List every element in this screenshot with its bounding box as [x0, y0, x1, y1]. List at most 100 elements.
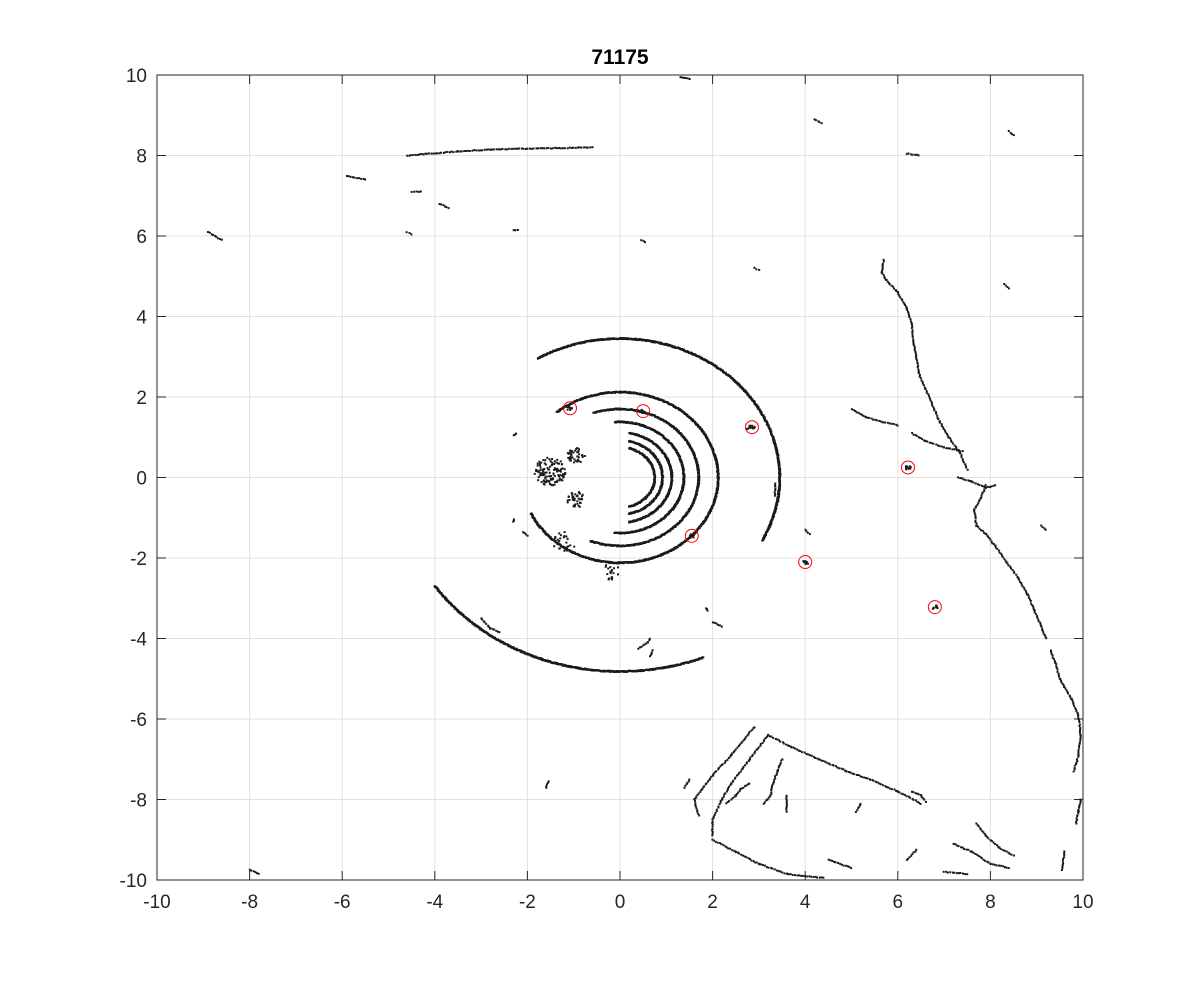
- point: [933, 409, 936, 412]
- point: [797, 749, 800, 752]
- point: [1012, 134, 1015, 137]
- point: [974, 482, 977, 485]
- point: [897, 293, 900, 296]
- point: [740, 742, 743, 745]
- point: [1055, 665, 1058, 668]
- point: [586, 146, 589, 149]
- point: [732, 751, 735, 754]
- point: [987, 535, 989, 538]
- point: [1027, 594, 1030, 597]
- point: [911, 334, 914, 337]
- point: [774, 737, 777, 740]
- point: [917, 371, 920, 374]
- point: [975, 522, 978, 525]
- point: [951, 448, 954, 451]
- point: [977, 525, 980, 528]
- point: [578, 146, 581, 149]
- point: [931, 404, 934, 406]
- point: [1039, 623, 1042, 626]
- point: [1025, 591, 1028, 594]
- point: [1078, 730, 1081, 733]
- point: [545, 147, 548, 150]
- point: [912, 340, 915, 343]
- point: [1077, 809, 1080, 811]
- point: [919, 376, 922, 379]
- point: [911, 153, 914, 156]
- point: [1071, 699, 1074, 702]
- point: [767, 424, 770, 427]
- point: [866, 416, 869, 419]
- point: [1076, 760, 1079, 762]
- point: [910, 153, 913, 156]
- point: [1073, 767, 1076, 770]
- point: [905, 305, 908, 308]
- point: [554, 146, 557, 149]
- point: [438, 203, 441, 206]
- point: [697, 792, 700, 795]
- point: [563, 147, 566, 150]
- point: [408, 154, 411, 157]
- point: [424, 152, 427, 155]
- point: [1037, 618, 1040, 621]
- grid-lines: [157, 75, 1083, 880]
- point: [662, 400, 665, 403]
- point: [870, 417, 873, 420]
- point: [529, 513, 532, 516]
- point: [1039, 621, 1042, 624]
- point: [1061, 682, 1064, 685]
- point: [436, 152, 439, 155]
- point: [654, 341, 656, 344]
- point: [1075, 817, 1078, 820]
- point: [208, 231, 211, 234]
- point: [697, 812, 700, 815]
- point: [1064, 687, 1067, 690]
- point: [467, 619, 470, 622]
- point: [649, 655, 651, 658]
- point: [875, 419, 878, 422]
- point: [985, 486, 987, 489]
- point: [576, 146, 579, 149]
- point: [930, 442, 933, 445]
- point: [708, 778, 711, 781]
- point: [1009, 132, 1012, 134]
- point: [479, 149, 482, 152]
- point: [962, 459, 964, 462]
- point: [973, 510, 976, 513]
- point: [406, 154, 409, 157]
- point: [512, 229, 515, 232]
- point: [881, 262, 884, 265]
- point: [1004, 284, 1007, 287]
- point: [555, 410, 558, 413]
- point: [1007, 564, 1010, 567]
- point: [1056, 670, 1059, 673]
- point: [696, 794, 699, 796]
- point: [921, 382, 924, 385]
- point: [781, 741, 784, 744]
- point: [933, 407, 936, 410]
- point: [493, 628, 496, 631]
- point: [683, 76, 686, 79]
- point: [742, 739, 745, 742]
- point: [965, 466, 968, 469]
- point: [1033, 609, 1036, 611]
- point: [901, 299, 904, 302]
- point: [495, 148, 498, 151]
- point: [1076, 712, 1079, 714]
- point: [655, 493, 658, 496]
- point: [415, 190, 418, 193]
- point: [1072, 701, 1075, 704]
- point: [959, 477, 962, 480]
- point: [911, 431, 914, 434]
- point: [884, 421, 887, 424]
- point: [440, 203, 443, 206]
- point: [983, 486, 986, 488]
- point: [537, 357, 539, 360]
- point: [998, 551, 1001, 554]
- point: [942, 446, 945, 449]
- point: [414, 153, 417, 156]
- point: [498, 148, 500, 151]
- point: [737, 382, 739, 385]
- point: [958, 450, 960, 453]
- point: [537, 147, 540, 150]
- point: [923, 386, 926, 389]
